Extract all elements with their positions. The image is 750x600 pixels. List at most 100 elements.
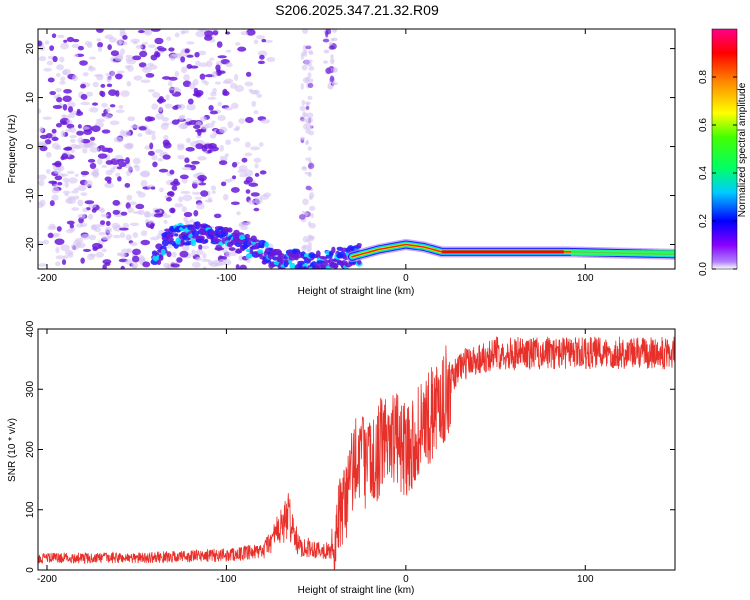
spectrogram-speckle: [189, 65, 199, 69]
spectrogram-speckle: [115, 73, 123, 80]
spectrogram-speckle: [111, 222, 121, 229]
spectrogram-speckle: [100, 220, 106, 226]
spectrogram-speckle: [92, 81, 99, 88]
spectrogram-speckle: [191, 230, 200, 237]
spectrogram-speckle: [140, 180, 148, 187]
spectrogram-speckle: [245, 176, 253, 183]
spectrogram-speckle: [95, 118, 105, 123]
spectrogram-speckle: [308, 222, 316, 229]
spectrogram-speckle: [169, 169, 175, 175]
spectrogram-speckle: [261, 38, 267, 43]
spectrogram-speckle: [169, 207, 176, 214]
spectrogram-speckle: [60, 42, 69, 50]
spectrogram-speckle: [248, 182, 259, 187]
spectrogram-speckle: [245, 71, 252, 77]
spectrogram-marks: [38, 29, 675, 269]
spectrogram-speckle: [302, 29, 308, 34]
y-tick-label: -10: [25, 188, 36, 203]
spectrogram-speckle: [299, 136, 306, 141]
y-tick-label: -20: [25, 237, 36, 252]
spectrogram-speckle: [115, 109, 125, 114]
spectrogram-speckle: [224, 107, 233, 111]
spectrogram-speckle: [305, 185, 312, 191]
spectrogram-speckle: [68, 177, 78, 184]
spectrogram-speckle: [101, 164, 107, 168]
spectrogram-speckle: [289, 262, 296, 269]
spectrogram-speckle: [133, 164, 138, 169]
spectrogram-speckle: [70, 127, 77, 134]
spectrogram-speckle: [89, 146, 100, 153]
spectrogram-speckle: [149, 222, 155, 230]
spectrogram-speckle: [76, 108, 81, 115]
spectrogram-speckle: [162, 154, 171, 160]
spectrogram-speckle: [84, 180, 93, 187]
spectrogram-speckle: [217, 101, 223, 107]
spectrogram-speckle: [152, 161, 158, 168]
spectrogram-speckle: [257, 50, 268, 57]
spectrogram-speckle: [204, 238, 209, 244]
spectrogram-speckle: [195, 256, 202, 261]
spectrogram-speckle: [264, 39, 273, 43]
spectrogram-speckle: [137, 209, 145, 216]
spectrogram-speckle: [304, 141, 309, 145]
spectrogram-speckle: [115, 172, 121, 177]
spectrogram-speckle: [191, 249, 196, 257]
spectrogram-speckle: [238, 221, 247, 227]
spectrogram-speckle: [155, 113, 164, 120]
spectrogram-speckle: [178, 115, 185, 121]
spectrogram-speckle: [228, 247, 236, 251]
spectrogram-speckle: [106, 107, 111, 113]
spectrogram-speckle: [142, 41, 149, 46]
spectrogram-speckle: [120, 90, 130, 97]
spectrogram-speckle: [77, 124, 82, 129]
spectrogram-speckle: [150, 29, 161, 32]
spectrogram-speckle: [101, 248, 107, 253]
spectrogram-speckle: [203, 35, 213, 41]
spectrogram-speckle: [235, 264, 240, 269]
spectrogram-speckle: [51, 33, 57, 39]
spectrogram-speckle: [52, 55, 58, 63]
spectrogram-speckle: [233, 73, 239, 81]
spectrogram-speckle: [55, 246, 60, 254]
spectrogram-speckle: [105, 169, 113, 176]
spectrogram-speckle: [225, 139, 231, 146]
spectrogram-speckle: [101, 102, 108, 108]
spectrogram-speckle: [44, 40, 50, 45]
spectrogram-speckle: [182, 194, 193, 202]
spectrogram-speckle: [186, 103, 196, 111]
spectrogram-y-ticks: -20 -10 0 10 20: [25, 43, 675, 252]
spectrogram-speckle: [302, 244, 310, 250]
spectrogram-speckle: [186, 41, 195, 45]
spectrogram-speckle: [69, 138, 76, 143]
spectrogram-speckle: [202, 266, 207, 269]
spectrogram-speckle: [304, 59, 310, 66]
spectrogram-speckle: [73, 53, 79, 58]
spectrogram-speckle: [104, 34, 114, 40]
spectrogram-speckle: [232, 175, 237, 180]
spectrogram-speckle: [88, 234, 97, 241]
spectrogram-speckle: [147, 62, 154, 67]
spectrogram-speckle: [88, 56, 97, 60]
spectrogram-speckle: [88, 213, 94, 220]
spectrogram-speckle: [132, 55, 142, 61]
spectrogram-speckle: [74, 173, 79, 177]
spectrogram-speckle: [38, 263, 48, 267]
spectrogram-speckle: [80, 257, 85, 264]
spectrogram-speckle: [49, 223, 56, 229]
spectrogram-speckle: [305, 123, 312, 131]
spectrogram-speckle: [300, 52, 306, 56]
spectrogram-speckle: [210, 185, 217, 191]
spectrogram-speckle: [112, 234, 121, 239]
spectrogram-speckle: [51, 128, 57, 134]
spectrogram-speckle: [66, 36, 75, 43]
spectrogram-speckle: [53, 95, 58, 99]
spectrogram-speckle: [97, 153, 108, 159]
spectrogram-speckle: [249, 89, 258, 95]
spectrogram-speckle: [144, 29, 153, 36]
spectrogram-speckle: [52, 232, 61, 236]
spectrogram-speckle: [104, 226, 113, 234]
spectrogram-speckle: [97, 157, 103, 165]
spectrogram-speckle: [209, 57, 215, 61]
spectrogram-speckle: [147, 116, 156, 122]
